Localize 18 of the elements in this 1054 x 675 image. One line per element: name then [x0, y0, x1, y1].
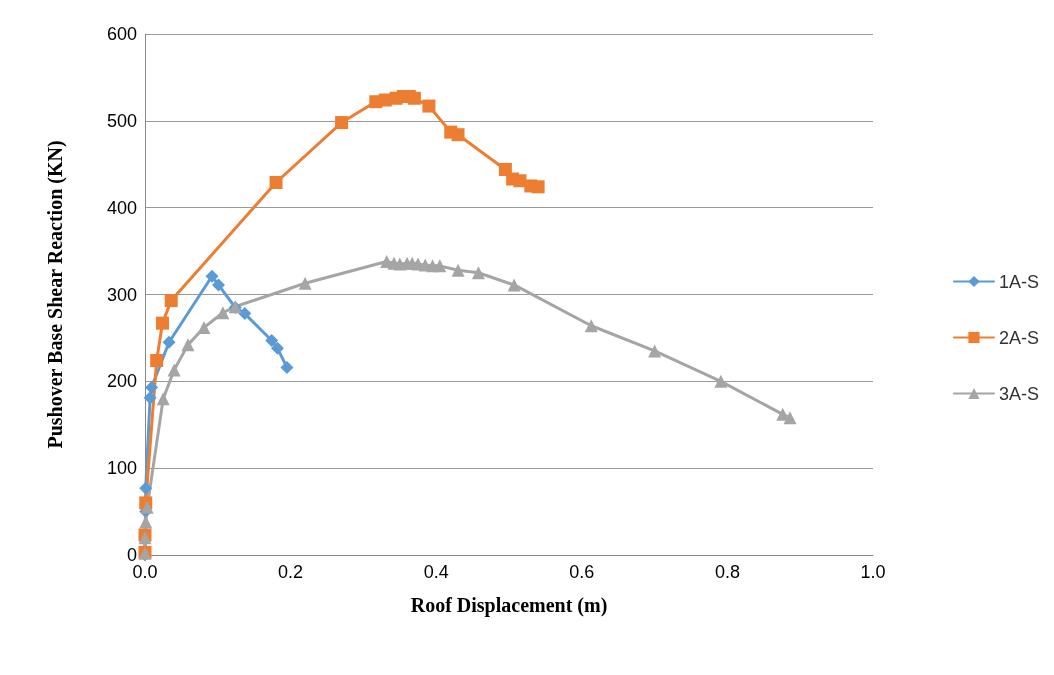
legend-label: 1A-S	[998, 271, 1040, 292]
x-tick-label: 0.8	[714, 562, 740, 582]
y-tick-label: 400	[106, 197, 137, 218]
y-tick-label: 600	[106, 24, 137, 44]
legend-label: 2A-S	[998, 327, 1040, 348]
y-tick-label: 300	[106, 284, 137, 305]
y-tick-label: 200	[106, 371, 137, 392]
x-tick-label: 0.6	[569, 562, 595, 582]
y-axis-title: Pushover Base Shear Reaction (KN)	[44, 140, 67, 449]
x-tick-label: 0.2	[278, 562, 304, 582]
x-tick-label: 0.0	[132, 562, 158, 582]
x-tick-label: 0.4	[423, 562, 449, 582]
x-axis-title: Roof Displacement (m)	[410, 594, 608, 617]
y-tick-label: 500	[106, 110, 137, 131]
x-tick-label: 1.0	[860, 562, 886, 582]
y-tick-label: 100	[106, 458, 137, 479]
y-tick-label: 0	[126, 545, 137, 565]
legend-label: 3A-S	[998, 383, 1040, 404]
